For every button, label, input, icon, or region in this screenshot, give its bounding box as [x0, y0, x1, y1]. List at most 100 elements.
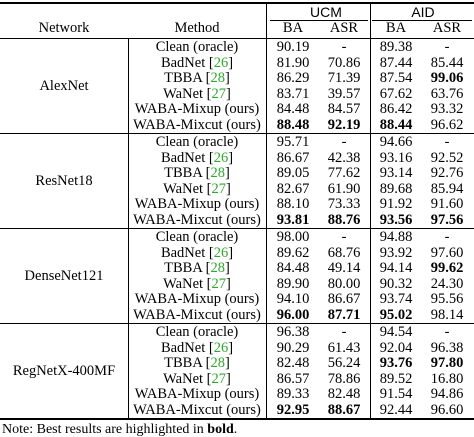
method-label: WABA-Mixup (ours): [134, 386, 260, 402]
value-ucm-ba: 90.29: [276, 339, 310, 356]
citation-link[interactable]: 27: [211, 180, 227, 197]
header-group-ucm: UCM: [310, 4, 342, 20]
citation-link[interactable]: 26: [213, 339, 229, 356]
value-ucm-asr: 42.38: [327, 149, 361, 166]
value-ucm-ba: 82.48: [276, 355, 310, 371]
method-cell: WaNet [27]: [130, 85, 264, 102]
citation-close-bracket: ]: [225, 260, 230, 276]
citation-link[interactable]: 28: [210, 355, 226, 371]
value-aid-asr: 97.60: [430, 244, 464, 261]
value-ucm-asr: 82.48: [327, 386, 361, 402]
method-cell: WaNet [27]: [130, 275, 264, 292]
value-aid-asr: -: [444, 39, 450, 55]
value-aid-ba: 88.44: [379, 116, 413, 133]
citation-open-bracket: [: [205, 149, 214, 166]
value-ucm-ba: 86.67: [276, 149, 310, 166]
method-label: Clean (oracle): [155, 39, 239, 55]
value-aid-ba: 94.88: [379, 229, 413, 245]
value-aid-asr: 95.56: [430, 291, 464, 307]
method-label: Clean (oracle): [155, 229, 239, 245]
value-aid-asr: 98.14: [430, 306, 464, 323]
citation-link[interactable]: 28: [210, 165, 226, 181]
value-ucm-asr: -: [341, 229, 347, 245]
value-aid-ba: 91.92: [379, 196, 413, 212]
citation-close-bracket: ]: [226, 275, 231, 292]
citation-open-bracket: [: [205, 339, 214, 356]
value-aid-asr: 92.52: [430, 149, 464, 166]
method-label: BadNet: [160, 54, 206, 71]
value-aid-ba: 90.32: [379, 275, 413, 292]
method-label: WABA-Mixup (ours): [134, 291, 260, 307]
group-rule: [0, 228, 474, 229]
method-cell: BadNet [26]: [130, 339, 264, 356]
method-cell: WABA-Mixup (ours): [130, 292, 264, 307]
value-aid-ba: 91.54: [379, 386, 413, 402]
network-name: AlexNet: [39, 78, 89, 95]
value-ucm-ba: 89.90: [276, 275, 310, 292]
value-ucm-ba: 98.00: [276, 229, 310, 245]
method-cell: WABA-Mixcut (ours): [130, 212, 264, 228]
value-aid-asr: 91.60: [430, 196, 464, 212]
value-aid-asr: 96.60: [430, 401, 464, 418]
method-label: WABA-Mixcut (ours): [133, 306, 261, 323]
value-ucm-asr: -: [341, 324, 347, 340]
citation-link[interactable]: 28: [210, 260, 226, 276]
value-aid-asr: -: [444, 324, 450, 340]
value-ucm-asr: -: [341, 134, 347, 150]
citation-open-bracket: [: [202, 70, 211, 86]
header-network: Network: [38, 20, 90, 36]
method-label: Clean (oracle): [155, 324, 239, 340]
value-ucm-ba: 84.48: [276, 260, 310, 276]
network-name: RegNetX-400MF: [12, 363, 116, 380]
value-ucm-ba: 92.95: [276, 401, 310, 418]
method-cell: Clean (oracle): [130, 40, 264, 55]
citation-link[interactable]: 26: [213, 54, 229, 71]
method-label: WABA-Mixcut (ours): [133, 116, 261, 133]
value-ucm-asr: 56.24: [327, 355, 361, 371]
value-ucm-ba: 95.71: [276, 134, 310, 150]
value-ucm-ba: 96.00: [276, 306, 310, 323]
citation-link[interactable]: 26: [213, 244, 229, 261]
value-aid-asr: 93.32: [430, 101, 464, 117]
value-aid-asr: 24.30: [430, 275, 464, 292]
citation-close-bracket: ]: [225, 355, 230, 371]
method-label: WABA-Mixup (ours): [134, 101, 260, 117]
value-ucm-asr: 70.86: [327, 54, 361, 71]
value-aid-ba: 92.04: [379, 339, 413, 356]
value-aid-ba: 89.38: [379, 39, 413, 55]
header-group-aid: AID: [411, 4, 435, 20]
group-rule: [0, 133, 474, 134]
value-aid-ba: 86.42: [379, 101, 413, 117]
citation-link[interactable]: 27: [211, 85, 227, 102]
header-ucm-ba: BA: [282, 20, 304, 36]
citation-open-bracket: [: [205, 244, 214, 261]
method-cell: TBBA [28]: [130, 166, 264, 181]
value-ucm-ba: 86.29: [276, 70, 310, 86]
method-cell: WABA-Mixcut (ours): [130, 306, 264, 323]
citation-link[interactable]: 27: [211, 275, 227, 292]
value-ucm-ba: 88.10: [276, 196, 310, 212]
note-suffix: .: [233, 422, 238, 437]
value-aid-ba: 93.76: [379, 355, 413, 371]
value-ucm-asr: 61.90: [327, 180, 361, 197]
value-ucm-asr: 87.71: [327, 306, 361, 323]
col-divider-ucm: [370, 2, 371, 419]
citation-link[interactable]: 28: [210, 70, 226, 86]
method-label: BadNet: [160, 149, 206, 166]
method-cell: Clean (oracle): [130, 230, 264, 245]
method-cell: WaNet [27]: [130, 370, 264, 387]
value-ucm-asr: 71.39: [327, 70, 361, 86]
method-label: WaNet: [163, 275, 204, 292]
citation-link[interactable]: 26: [213, 149, 229, 166]
citation-link[interactable]: 27: [211, 370, 227, 387]
note-bold-word: bold: [207, 422, 234, 437]
value-aid-asr: 16.80: [430, 370, 464, 387]
col-divider-method: [266, 2, 267, 419]
method-cell: WABA-Mixup (ours): [130, 197, 264, 212]
value-aid-ba: 87.44: [379, 54, 413, 71]
citation-open-bracket: [: [202, 355, 211, 371]
value-ucm-asr: 78.86: [327, 370, 361, 387]
value-ucm-asr: 88.67: [327, 401, 361, 418]
network-name: ResNet18: [35, 173, 93, 190]
citation-open-bracket: [: [202, 165, 211, 181]
